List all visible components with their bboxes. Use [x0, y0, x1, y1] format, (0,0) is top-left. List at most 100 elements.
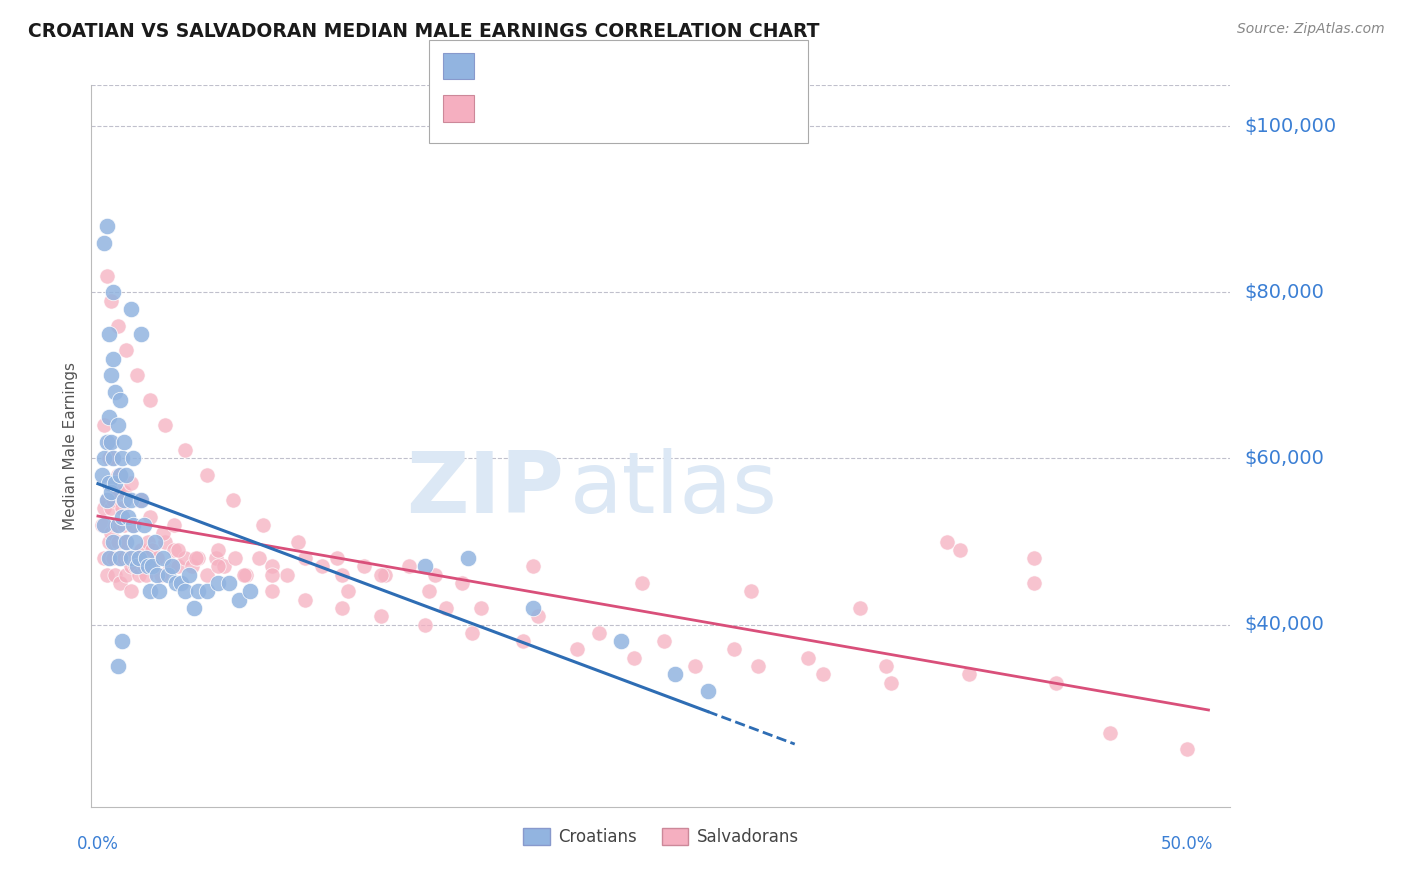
Point	[100, 484, 122, 499]
Point	[104, 384, 127, 399]
Point	[370, 567, 392, 582]
Point	[107, 517, 129, 532]
Text: -0.405: -0.405	[527, 56, 592, 74]
Point	[522, 601, 544, 615]
Point	[93, 235, 115, 250]
Point	[330, 601, 353, 615]
Point	[91, 468, 114, 483]
Point	[120, 551, 142, 566]
Point	[623, 650, 645, 665]
Point	[117, 509, 139, 524]
Point	[96, 493, 118, 508]
Point	[97, 551, 120, 566]
Point	[207, 542, 229, 557]
Point	[135, 551, 157, 566]
Point	[136, 534, 159, 549]
Point	[418, 584, 440, 599]
Point	[204, 551, 226, 566]
Point	[115, 534, 138, 549]
Point	[115, 534, 138, 549]
Point	[169, 576, 191, 591]
Point	[128, 567, 150, 582]
Point	[97, 434, 120, 449]
Point	[121, 517, 143, 532]
Point	[101, 285, 124, 300]
Point	[139, 393, 162, 408]
Text: $80,000: $80,000	[1244, 283, 1324, 301]
Point	[93, 451, 115, 466]
Text: R =: R =	[485, 99, 522, 117]
Point	[470, 601, 492, 615]
Point	[949, 542, 972, 557]
Point	[326, 551, 349, 566]
Point	[353, 559, 375, 574]
Point	[112, 434, 135, 449]
Point	[97, 551, 120, 566]
Point	[239, 584, 262, 599]
Point	[131, 493, 153, 508]
Point	[152, 526, 174, 541]
Text: atlas: atlas	[569, 448, 778, 531]
Point	[100, 293, 122, 308]
Point	[683, 659, 706, 673]
Point	[120, 301, 142, 316]
Point	[121, 517, 143, 532]
Point	[111, 451, 134, 466]
Point	[104, 517, 127, 532]
Point	[155, 418, 177, 433]
Point	[97, 451, 120, 466]
Point	[128, 551, 150, 566]
Point	[195, 567, 218, 582]
Point	[120, 584, 142, 599]
Point	[93, 517, 115, 532]
Point	[311, 559, 333, 574]
Point	[141, 559, 163, 574]
Point	[224, 551, 246, 566]
Point	[96, 567, 118, 582]
Point	[121, 451, 143, 466]
Text: -0.272: -0.272	[527, 99, 592, 117]
Point	[93, 501, 115, 516]
Point	[1045, 675, 1067, 690]
Point	[97, 409, 120, 424]
Point	[127, 559, 149, 574]
Point	[187, 584, 209, 599]
Point	[107, 418, 129, 433]
Point	[96, 219, 118, 233]
Text: N =: N =	[633, 99, 669, 117]
Point	[131, 326, 153, 341]
Point	[252, 517, 274, 532]
Point	[461, 625, 484, 640]
Point	[207, 576, 229, 591]
Point	[101, 534, 124, 549]
Point	[425, 567, 447, 582]
Point	[124, 534, 146, 549]
Point	[108, 551, 131, 566]
Point	[115, 567, 138, 582]
Point	[155, 534, 177, 549]
Point	[97, 476, 120, 491]
Point	[100, 368, 122, 383]
Text: ZIP: ZIP	[406, 448, 564, 531]
Point	[93, 418, 115, 433]
Point	[811, 667, 834, 681]
Point	[174, 584, 197, 599]
Point	[104, 476, 127, 491]
Point	[107, 484, 129, 499]
Point	[195, 468, 218, 483]
Point	[120, 559, 142, 574]
Point	[174, 551, 197, 566]
Point	[145, 567, 167, 582]
Point	[115, 468, 138, 483]
Point	[247, 551, 270, 566]
Text: $40,000: $40,000	[1244, 615, 1324, 634]
Point	[740, 584, 762, 599]
Point	[100, 434, 122, 449]
Point	[212, 559, 235, 574]
Point	[957, 667, 980, 681]
Point	[184, 551, 207, 566]
Point	[183, 601, 205, 615]
Point	[1024, 576, 1046, 591]
Point	[112, 551, 135, 566]
Point	[127, 368, 149, 383]
